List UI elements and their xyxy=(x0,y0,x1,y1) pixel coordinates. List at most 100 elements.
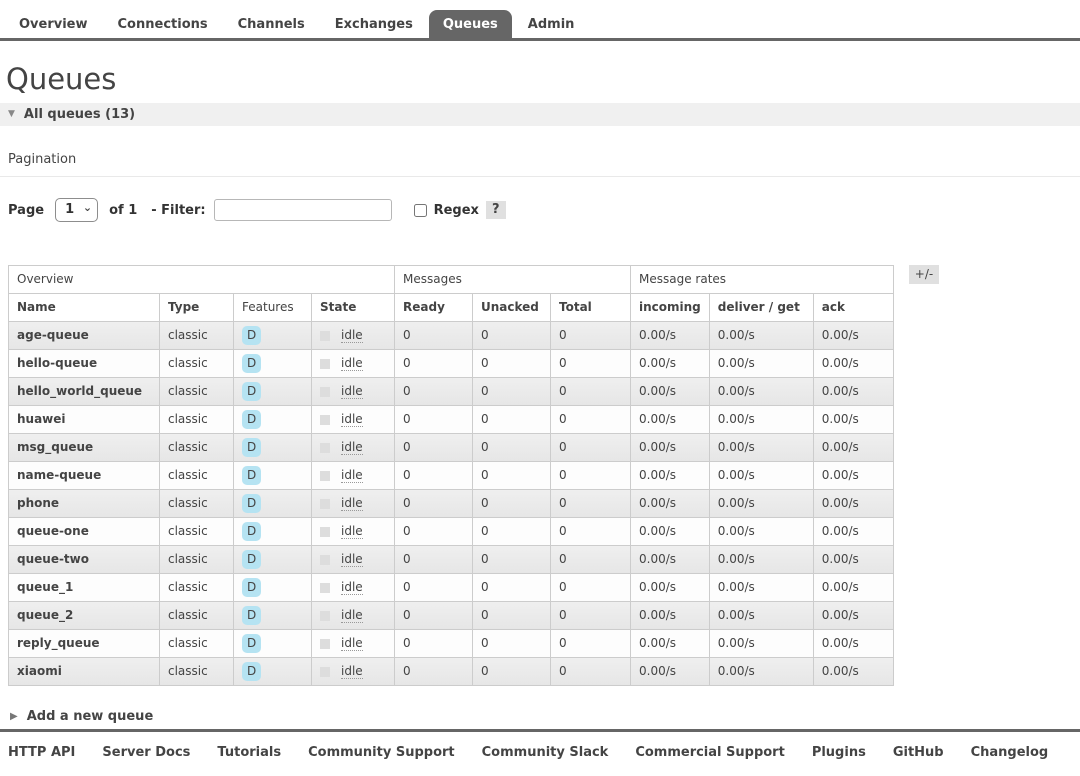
messages-total-cell: 0 xyxy=(550,377,631,406)
durable-feature-badge: D xyxy=(242,578,262,597)
section-all-queues[interactable]: ▼ All queues (13) xyxy=(0,103,1080,126)
column-header-features: Features xyxy=(233,293,312,322)
queue-state-label: idle xyxy=(341,552,363,567)
queue-features-cell: D xyxy=(233,405,312,434)
queue-name-link[interactable]: age-queue xyxy=(8,321,160,350)
column-header-deliver-get[interactable]: deliver / get xyxy=(708,293,814,322)
column-header-incoming[interactable]: incoming xyxy=(630,293,710,322)
messages-ready-cell: 0 xyxy=(394,657,473,686)
queue-name-link[interactable]: queue_1 xyxy=(8,573,160,602)
rate-ack-cell: 0.00/s xyxy=(812,377,894,406)
state-idle-swatch-icon xyxy=(320,526,330,537)
queue-name-link[interactable]: hello-queue xyxy=(8,349,160,378)
queue-name-link[interactable]: queue-two xyxy=(8,545,160,574)
column-options-button[interactable]: +/- xyxy=(908,265,940,284)
state-idle-swatch-icon xyxy=(320,414,330,425)
column-header-total[interactable]: Total xyxy=(550,293,631,322)
queue-name-link[interactable]: huawei xyxy=(8,405,160,434)
footer-link-commercial-support[interactable]: Commercial Support xyxy=(635,745,785,760)
rate-incoming-cell: 0.00/s xyxy=(630,545,710,574)
regex-help-button[interactable]: ? xyxy=(485,201,506,219)
messages-unacked-cell: 0 xyxy=(472,489,551,518)
queue-name-link[interactable]: queue_2 xyxy=(8,601,160,630)
queue-type-cell: classic xyxy=(159,545,234,574)
queue-state-cell: idle xyxy=(311,657,395,686)
queue-state-cell: idle xyxy=(311,629,395,658)
durable-feature-badge: D xyxy=(242,326,262,345)
queue-state-label: idle xyxy=(341,664,363,679)
messages-unacked-cell: 0 xyxy=(472,349,551,378)
footer-link-community-support[interactable]: Community Support xyxy=(308,745,455,760)
queue-state-label: idle xyxy=(341,636,363,651)
queue-state-label: idle xyxy=(341,440,363,455)
state-idle-swatch-icon xyxy=(320,638,330,649)
queue-name-link[interactable]: reply_queue xyxy=(8,629,160,658)
queue-name-link[interactable]: xiaomi xyxy=(8,657,160,686)
durable-feature-badge: D xyxy=(242,662,262,681)
rate-deliver-get-cell: 0.00/s xyxy=(708,545,814,574)
column-header-state[interactable]: State xyxy=(311,293,395,322)
tab-admin[interactable]: Admin xyxy=(527,17,575,32)
rate-deliver-get-cell: 0.00/s xyxy=(708,377,814,406)
queue-name-link[interactable]: hello_world_queue xyxy=(8,377,160,406)
messages-ready-cell: 0 xyxy=(394,405,473,434)
tab-channels[interactable]: Channels xyxy=(237,17,305,32)
messages-ready-cell: 0 xyxy=(394,321,473,350)
rate-incoming-cell: 0.00/s xyxy=(630,489,710,518)
messages-unacked-cell: 0 xyxy=(472,461,551,490)
section-add-queue[interactable]: ▶ Add a new queue xyxy=(2,705,1080,728)
queue-features-cell: D xyxy=(233,573,312,602)
queue-features-cell: D xyxy=(233,349,312,378)
durable-feature-badge: D xyxy=(242,466,262,485)
messages-unacked-cell: 0 xyxy=(472,405,551,434)
tab-connections[interactable]: Connections xyxy=(117,17,208,32)
column-header-ack[interactable]: ack xyxy=(812,293,894,322)
column-header-unacked[interactable]: Unacked xyxy=(472,293,551,322)
footer-link-tutorials[interactable]: Tutorials xyxy=(217,745,282,760)
footer-link-server-docs[interactable]: Server Docs xyxy=(102,745,191,760)
state-idle-swatch-icon xyxy=(320,470,330,481)
messages-unacked-cell: 0 xyxy=(472,573,551,602)
expand-arrow-icon: ▶ xyxy=(10,710,18,722)
durable-feature-badge: D xyxy=(242,410,262,429)
queue-type-cell: classic xyxy=(159,601,234,630)
queue-type-cell: classic xyxy=(159,657,234,686)
page-of-label: of 1 xyxy=(109,202,138,218)
messages-ready-cell: 0 xyxy=(394,545,473,574)
messages-ready-cell: 0 xyxy=(394,629,473,658)
footer-link-changelog[interactable]: Changelog xyxy=(970,745,1049,760)
tab-exchanges[interactable]: Exchanges xyxy=(334,17,413,32)
footer-link-plugins[interactable]: Plugins xyxy=(811,745,866,760)
messages-unacked-cell: 0 xyxy=(472,321,551,350)
queue-name-link[interactable]: name-queue xyxy=(8,461,160,490)
messages-ready-cell: 0 xyxy=(394,349,473,378)
column-header-name[interactable]: Name xyxy=(8,293,160,322)
page-select[interactable]: 1 xyxy=(55,198,99,222)
messages-total-cell: 0 xyxy=(550,629,631,658)
state-idle-swatch-icon xyxy=(320,554,330,565)
footer-link-http-api[interactable]: HTTP API xyxy=(8,745,76,760)
tab-queues[interactable]: Queues xyxy=(428,10,512,38)
footer-link-community-slack[interactable]: Community Slack xyxy=(481,745,609,760)
rate-deliver-get-cell: 0.00/s xyxy=(708,489,814,518)
regex-checkbox[interactable] xyxy=(413,203,427,217)
queue-name-link[interactable]: queue-one xyxy=(8,517,160,546)
queue-name-link[interactable]: phone xyxy=(8,489,160,518)
messages-total-cell: 0 xyxy=(550,461,631,490)
queue-state-label: idle xyxy=(341,608,363,623)
rate-deliver-get-cell: 0.00/s xyxy=(708,405,814,434)
footer-link-github[interactable]: GitHub xyxy=(892,745,944,760)
state-idle-swatch-icon xyxy=(320,358,330,369)
filter-input[interactable] xyxy=(213,199,392,221)
column-header-type[interactable]: Type xyxy=(159,293,234,322)
queue-name-link[interactable]: msg_queue xyxy=(8,433,160,462)
tab-overview[interactable]: Overview xyxy=(19,17,88,32)
column-header-ready[interactable]: Ready xyxy=(394,293,473,322)
rate-ack-cell: 0.00/s xyxy=(812,405,894,434)
messages-ready-cell: 0 xyxy=(394,573,473,602)
